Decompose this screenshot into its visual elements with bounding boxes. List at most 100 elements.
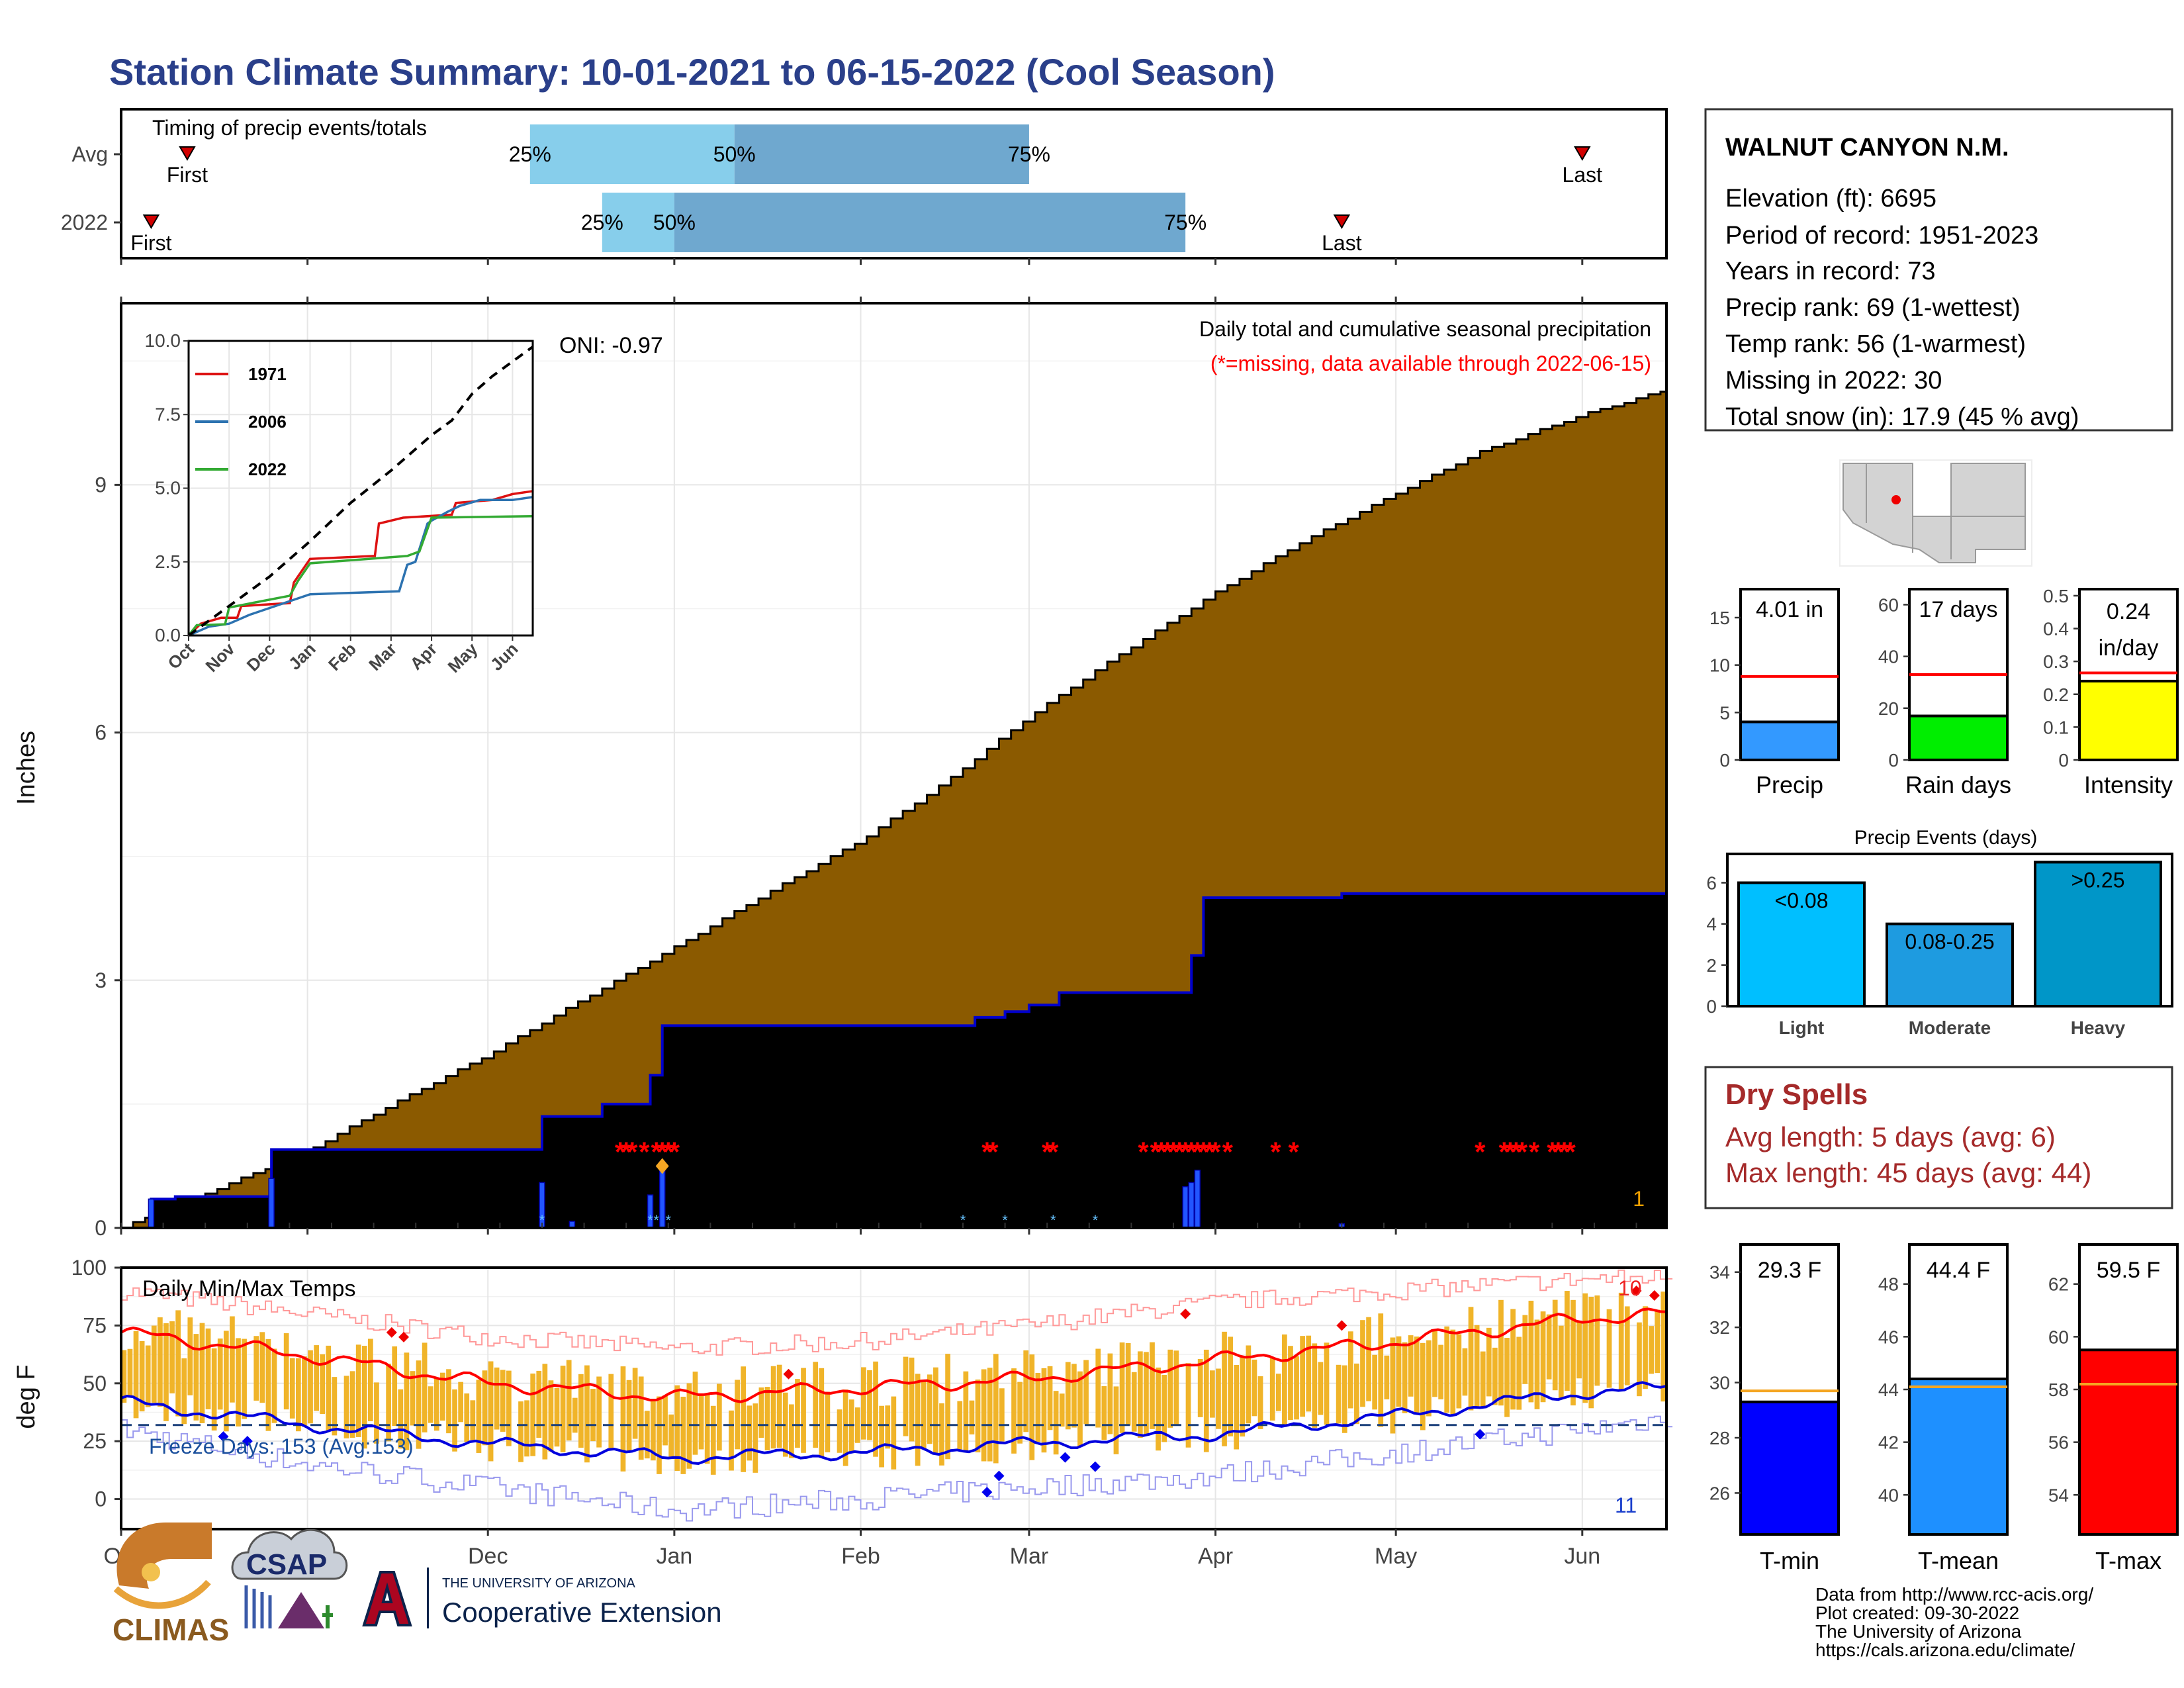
summary-bar-value: 17 days — [1919, 597, 1997, 622]
daily-temp-bar — [308, 1350, 313, 1424]
daily-temp-bar — [698, 1395, 704, 1450]
daily-temp-bar — [1402, 1342, 1408, 1413]
daily-temp-bar — [524, 1400, 529, 1457]
daily-temp-bar — [1347, 1331, 1353, 1409]
timing-marks: Timing of precip events/totals Avg 25% 50% 7… — [61, 116, 1602, 265]
summary-bar — [1908, 714, 2009, 761]
daily-temp-bar — [500, 1370, 506, 1432]
station-info-line: Precip rank: 69 (1-wettest) — [1725, 294, 2021, 322]
daily-temp-bar — [253, 1336, 259, 1401]
daily-temp-bar — [1546, 1314, 1552, 1380]
precip-events-panel: Precip Events (days) <0.08 Light 0.08-0.25… — [1706, 827, 2173, 1038]
inset-y-tick-label: 0.0 — [155, 625, 181, 645]
daily-temp-bar — [1444, 1326, 1450, 1413]
daily-temp-bar — [199, 1323, 205, 1423]
daily-temp-bar — [127, 1348, 133, 1398]
daily-temp-bar — [349, 1371, 355, 1438]
summary-y-tick-label: 10 — [1709, 655, 1730, 676]
timing-pct-label: 25% — [581, 211, 623, 234]
temp-summary-value: 44.4 F — [1927, 1258, 1990, 1283]
timing-row-label: 2022 — [61, 211, 108, 234]
csap-bars — [244, 1585, 272, 1628]
daily-temp-bar — [999, 1388, 1005, 1442]
record-high-marker — [1336, 1320, 1347, 1331]
daily-temp-bar — [933, 1367, 938, 1455]
daily-temp-bar — [837, 1409, 842, 1453]
event-category-label: Heavy — [2071, 1017, 2126, 1038]
record-high-marker — [1649, 1289, 1660, 1301]
daily-temp-bar — [1209, 1370, 1215, 1418]
daily-temp-bar — [1462, 1348, 1468, 1396]
daily-temp-bar — [482, 1370, 488, 1446]
daily-temp-bar — [674, 1385, 680, 1472]
timing-event-marker — [1574, 146, 1591, 161]
daily-temp-bar — [1125, 1342, 1131, 1426]
record-high-marker — [1180, 1308, 1191, 1319]
record-high-marker — [783, 1368, 794, 1380]
daily-temp-bar — [1173, 1350, 1179, 1425]
record-high-line — [121, 1269, 1673, 1356]
inset-legend-label: 2006 — [248, 412, 287, 432]
daily-temp-bar — [873, 1361, 878, 1457]
daily-temp-bar — [1420, 1342, 1426, 1430]
temps-plot-frame — [120, 1266, 1668, 1530]
cumulative-2022-area — [121, 893, 1666, 1228]
normal-low-line — [120, 1381, 1667, 1466]
daily-temp-bar — [1498, 1299, 1504, 1406]
daily-temp-bar — [1240, 1356, 1246, 1437]
daily-temp-bar — [1047, 1366, 1053, 1430]
cumulative-precip-panel: * * * * * * * **** * **** ** ** * *********** * * * * ****… — [13, 297, 1668, 1240]
daily-temp-bar — [668, 1414, 674, 1460]
daily-temp-bar — [1366, 1317, 1371, 1401]
daily-temp-bar — [981, 1369, 987, 1462]
temp-summary-y-tick-label: 44 — [1878, 1380, 1899, 1400]
missing-day-marker: * — [1174, 1137, 1185, 1168]
daily-temp-bar — [1275, 1374, 1281, 1411]
daily-temp-bar — [217, 1338, 223, 1410]
daily-temp-bar — [361, 1346, 367, 1449]
timing-pct-label: 75% — [1164, 211, 1206, 234]
daily-temp-bar — [1468, 1307, 1474, 1411]
temp-summary-y-tick-label: 26 — [1709, 1483, 1730, 1503]
timing-pct-label: 25% — [509, 142, 551, 166]
daily-precip-bar — [1194, 1169, 1201, 1229]
events-y-tick-label: 4 — [1706, 914, 1717, 935]
daily-temp-bar — [343, 1376, 349, 1438]
daily-temp-bar — [326, 1345, 332, 1430]
missing-day-marker: * — [1186, 1137, 1197, 1168]
daily-temp-bar — [428, 1386, 433, 1423]
summary-y-tick-label: 40 — [1878, 647, 1899, 667]
timing-event-label: First — [130, 231, 171, 255]
missing-day-marker: * — [1270, 1137, 1281, 1168]
daily-temp-bar — [891, 1396, 897, 1470]
timing-bar-25-50 — [602, 193, 674, 252]
temps-x-tick-label: May — [1375, 1544, 1417, 1569]
daily-temp-bar — [1516, 1336, 1522, 1410]
timing-event-marker — [142, 214, 160, 229]
daily-temp-bar — [1119, 1342, 1125, 1433]
daily-temp-bar — [158, 1317, 163, 1407]
daily-temp-bar — [861, 1367, 866, 1440]
daily-temp-bar — [590, 1389, 596, 1442]
precip-y-tick-label: 0 — [95, 1216, 107, 1240]
daily-temp-bar — [1150, 1342, 1155, 1429]
event-category-label: Light — [1779, 1017, 1824, 1038]
daily-temp-bar — [854, 1407, 860, 1443]
station-location-dot — [1891, 495, 1901, 504]
daily-temp-bar — [163, 1323, 169, 1421]
daily-temp-bar — [1450, 1329, 1456, 1416]
event-bar-label: >0.25 — [2071, 868, 2125, 892]
daily-temp-bar — [795, 1379, 800, 1448]
daily-temp-bar — [758, 1387, 764, 1438]
ua-a-letter — [362, 1571, 412, 1626]
credit-line: The University of Arizona — [1815, 1621, 2022, 1642]
daily-temp-bar — [265, 1338, 271, 1431]
summary-y-tick-label: 0.2 — [2043, 684, 2069, 705]
temp-summary-bars: 26 28 30 32 34 29.3 F T-min 40 42 44 46 48 44.4 F T-m… — [1709, 1243, 2179, 1574]
daily-temp-bar — [494, 1367, 500, 1430]
max-precip-marker — [655, 1158, 669, 1174]
daily-temp-bar — [651, 1400, 656, 1461]
daily-temp-bar — [271, 1348, 277, 1423]
daily-temp-bar — [289, 1358, 295, 1419]
daily-temp-bar — [1257, 1376, 1263, 1429]
